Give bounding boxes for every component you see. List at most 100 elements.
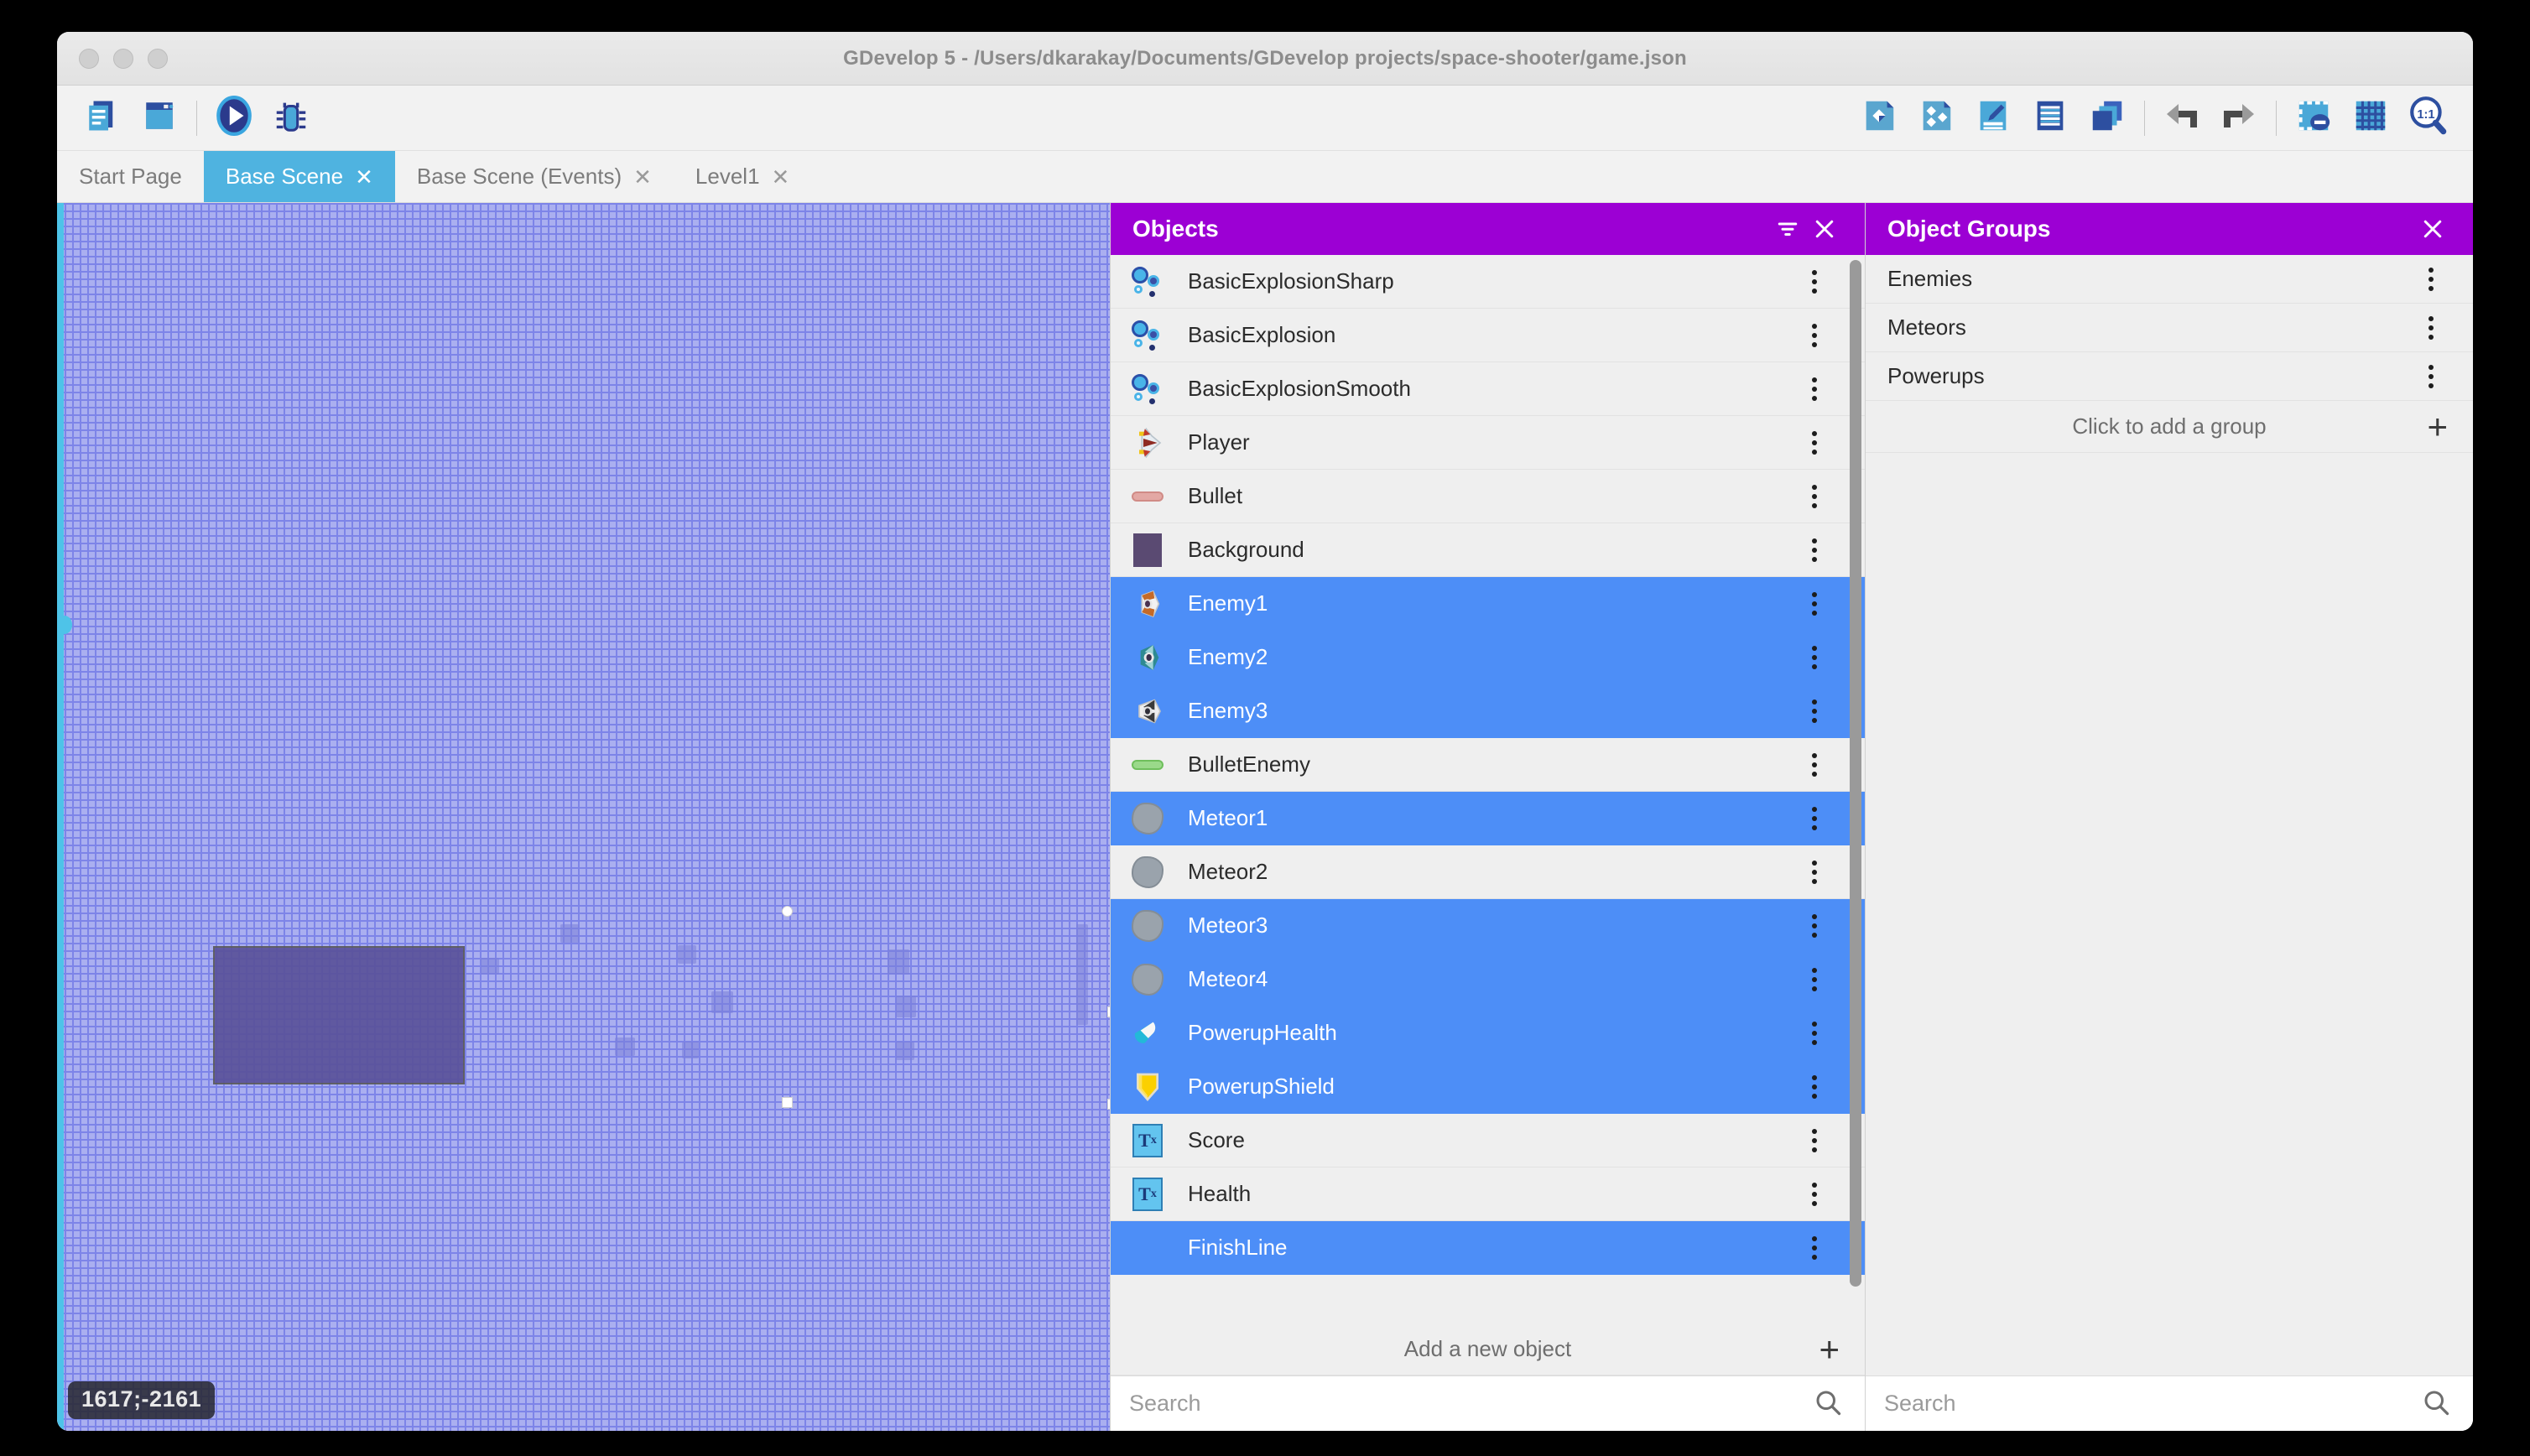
zoom-to-actual-size-button[interactable]: 1:1 xyxy=(2404,95,2451,142)
object-context-menu-button[interactable] xyxy=(1796,800,1833,837)
close-window-button[interactable] xyxy=(79,48,99,69)
properties-editor-button[interactable] xyxy=(1970,95,2017,142)
object-context-menu-button[interactable] xyxy=(1796,585,1833,622)
objects-list[interactable]: BasicExplosionSharp BasicExplosion BasicEx… xyxy=(1111,255,1865,1323)
tab-close-icon[interactable]: ✕ xyxy=(771,164,790,190)
object-list-item[interactable]: PowerupShield xyxy=(1111,1060,1865,1114)
object-context-menu-button[interactable] xyxy=(1796,371,1833,408)
object-list-item[interactable]: Enemy3 xyxy=(1111,684,1865,738)
object-context-menu-button[interactable] xyxy=(1796,639,1833,676)
object-context-menu-button[interactable] xyxy=(1796,1122,1833,1159)
scene-instance[interactable] xyxy=(896,1042,914,1060)
add-group-button[interactable]: Click to add a group + xyxy=(1866,401,2473,453)
object-context-menu-button[interactable] xyxy=(1796,1015,1833,1052)
zoom-window-button[interactable] xyxy=(148,48,168,69)
object-context-menu-button[interactable] xyxy=(1796,854,1833,891)
tab-base-scene-events[interactable]: Base Scene (Events) ✕ xyxy=(395,151,674,202)
object-context-menu-button[interactable] xyxy=(1796,961,1833,998)
group-context-menu-button[interactable] xyxy=(2413,261,2449,298)
objects-search-bar[interactable]: Search xyxy=(1111,1375,1865,1431)
preview-button[interactable] xyxy=(211,95,258,142)
scene-instance[interactable] xyxy=(678,945,696,964)
object-list-item[interactable]: Enemy1 xyxy=(1111,577,1865,631)
search-icon[interactable] xyxy=(1813,1387,1846,1421)
tab-base-scene[interactable]: Base Scene ✕ xyxy=(203,151,395,202)
object-context-menu-button[interactable] xyxy=(1796,1069,1833,1105)
object-list-item[interactable]: BasicExplosionSharp xyxy=(1111,255,1865,309)
search-icon[interactable] xyxy=(2421,1387,2455,1421)
object-context-menu-button[interactable] xyxy=(1796,693,1833,730)
scene-instance[interactable] xyxy=(1076,924,1088,1025)
tab-level1[interactable]: Level1 ✕ xyxy=(674,151,811,202)
selection-handle[interactable] xyxy=(782,1097,793,1108)
objects-search-input[interactable]: Search xyxy=(1129,1391,1201,1416)
scene-instance[interactable] xyxy=(711,991,733,1013)
object-list-item[interactable]: FinishLine xyxy=(1111,1221,1865,1275)
object-context-menu-button[interactable] xyxy=(1796,478,1833,515)
object-context-menu-button[interactable] xyxy=(1796,424,1833,461)
object-list-item[interactable]: Player xyxy=(1111,416,1865,470)
toggle-grid-button[interactable] xyxy=(2347,95,2394,142)
groups-search-bar[interactable]: Search xyxy=(1866,1375,2473,1431)
object-list-item[interactable]: Background xyxy=(1111,523,1865,577)
scene-instance[interactable] xyxy=(481,958,499,975)
add-new-object-button[interactable]: Add a new object + xyxy=(1111,1323,1865,1375)
scene-instance[interactable] xyxy=(615,1037,635,1056)
layers-editor-button[interactable] xyxy=(2084,95,2131,142)
object-context-menu-button[interactable] xyxy=(1796,746,1833,783)
object-list-item[interactable]: BasicExplosion xyxy=(1111,309,1865,362)
object-context-menu-button[interactable] xyxy=(1796,263,1833,300)
open-project-manager-button[interactable] xyxy=(79,95,126,142)
object-context-menu-button[interactable] xyxy=(1796,532,1833,569)
object-list-item[interactable]: Meteor4 xyxy=(1111,953,1865,1006)
group-context-menu-button[interactable] xyxy=(2413,309,2449,346)
debug-preview-button[interactable] xyxy=(268,95,315,142)
close-icon[interactable] xyxy=(1806,211,1843,247)
selection-handle[interactable] xyxy=(1107,1099,1110,1110)
scene-instance-background[interactable] xyxy=(213,946,465,1084)
selection-handle[interactable] xyxy=(1107,1006,1110,1017)
scene-instance[interactable] xyxy=(682,1042,699,1058)
tab-start-page[interactable]: Start Page xyxy=(57,151,204,202)
tab-close-icon[interactable]: ✕ xyxy=(633,164,652,190)
scene-canvas[interactable]: 1617;-2161 xyxy=(57,203,1110,1431)
undo-button[interactable] xyxy=(2158,95,2205,142)
group-context-menu-button[interactable] xyxy=(2413,358,2449,395)
object-context-menu-button[interactable] xyxy=(1796,1176,1833,1213)
tab-close-icon[interactable]: ✕ xyxy=(355,164,373,190)
toggle-hidden-instances-button[interactable] xyxy=(2290,95,2337,142)
objects-list-scrollbar[interactable] xyxy=(1850,260,1861,1318)
redo-button[interactable] xyxy=(2215,95,2262,142)
groups-search-input[interactable]: Search xyxy=(1884,1391,1956,1416)
group-list-item[interactable]: Meteors xyxy=(1866,304,2473,352)
object-list-item[interactable]: PowerupHealth xyxy=(1111,1006,1865,1060)
filter-icon[interactable] xyxy=(1769,211,1806,247)
scene-instance[interactable] xyxy=(896,996,916,1017)
object-list-item[interactable]: BasicExplosionSmooth xyxy=(1111,362,1865,416)
close-icon[interactable] xyxy=(2414,211,2451,247)
canvas-resize-handle[interactable] xyxy=(57,616,72,634)
group-list-item[interactable]: Powerups xyxy=(1866,352,2473,401)
object-context-menu-button[interactable] xyxy=(1796,1230,1833,1266)
object-list-item[interactable]: Bullet xyxy=(1111,470,1865,523)
scene-instance[interactable] xyxy=(560,924,579,943)
instances-list-button[interactable] xyxy=(2027,95,2074,142)
object-list-item[interactable]: Meteor3 xyxy=(1111,899,1865,953)
open-scene-editor-button[interactable] xyxy=(136,95,183,142)
object-list-item[interactable]: Meteor1 xyxy=(1111,792,1865,845)
minimize-window-button[interactable] xyxy=(113,48,133,69)
object-context-menu-button[interactable] xyxy=(1796,907,1833,944)
object-groups-editor-button[interactable] xyxy=(1913,95,1960,142)
objects-editor-button[interactable] xyxy=(1856,95,1903,142)
group-list-item[interactable]: Enemies xyxy=(1866,255,2473,304)
object-context-menu-button[interactable] xyxy=(1796,317,1833,354)
object-list-item[interactable]: BulletEnemy xyxy=(1111,738,1865,792)
selection-handle[interactable] xyxy=(782,906,793,917)
groups-list[interactable]: Enemies Meteors Powerups Click to add a gro… xyxy=(1866,255,2473,1375)
object-list-item[interactable]: Meteor2 xyxy=(1111,845,1865,899)
scrollbar-thumb[interactable] xyxy=(1850,260,1861,1287)
scene-instance[interactable] xyxy=(888,949,909,975)
object-list-item[interactable]: Enemy2 xyxy=(1111,631,1865,684)
